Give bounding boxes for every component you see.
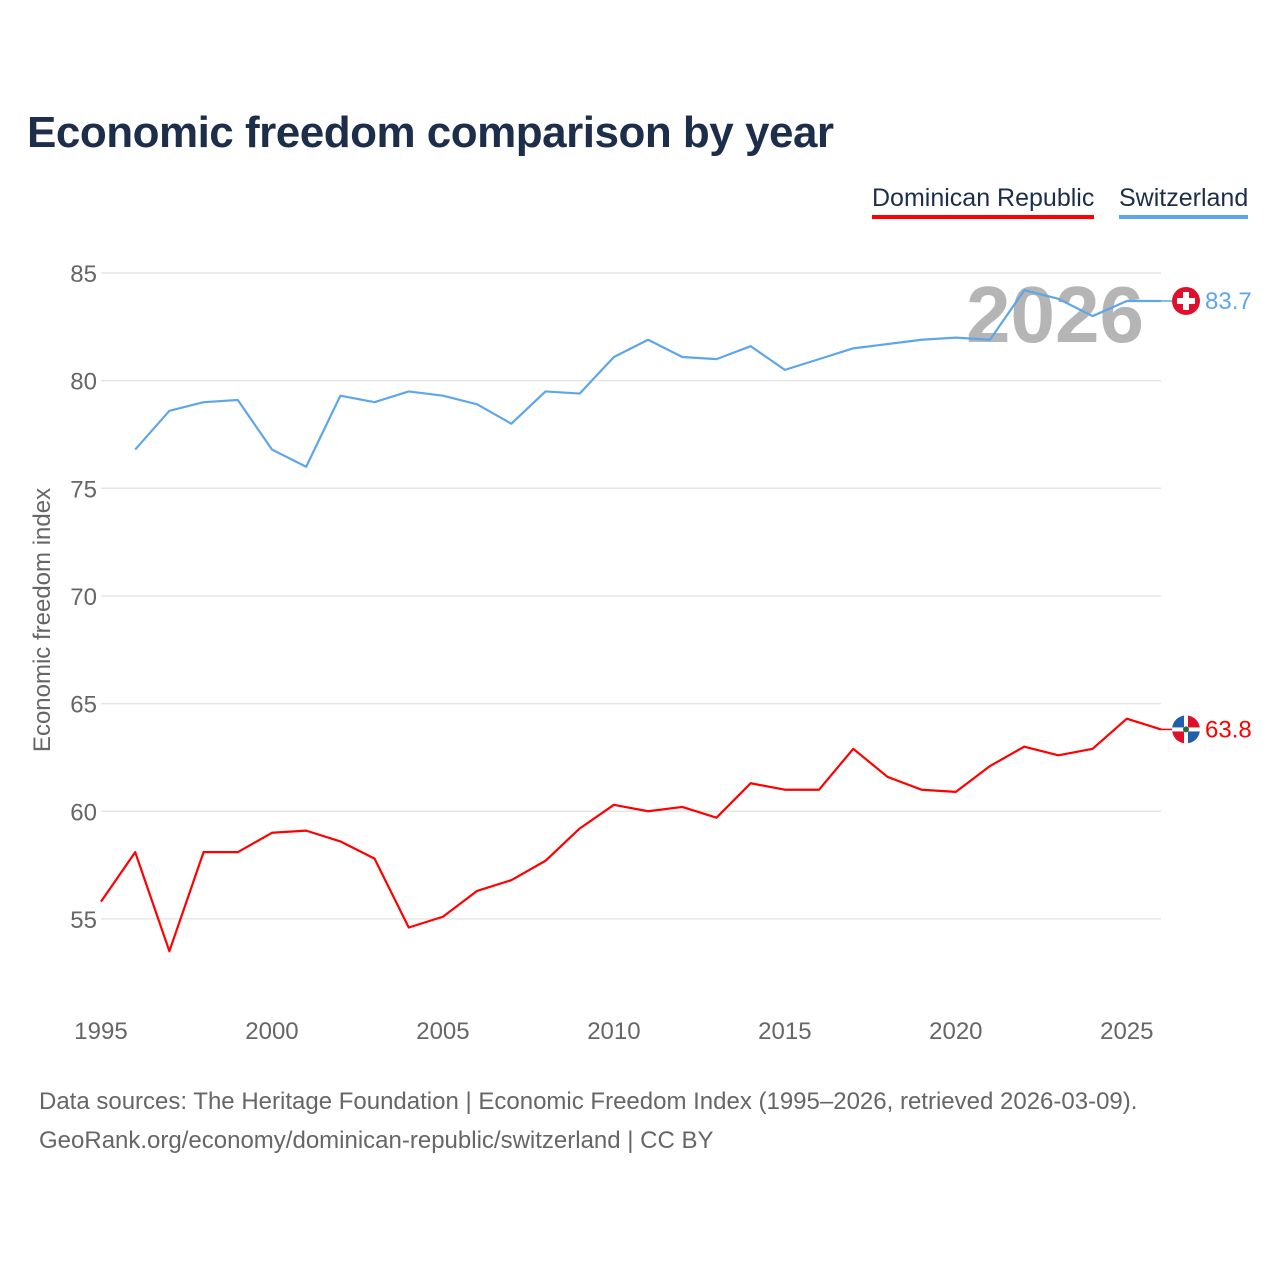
y-tick-label: 55 (70, 907, 97, 934)
flag-emblem (1183, 726, 1189, 733)
footer-link[interactable]: GeoRank.org/economy/dominican-republic/s… (39, 1127, 714, 1154)
x-tick-label: 2005 (416, 1018, 469, 1045)
end-value-label: 63.8 (1205, 716, 1252, 743)
x-tick-label: 2000 (245, 1018, 298, 1045)
legend-item-dominican-republic[interactable]: Dominican Republic (872, 184, 1095, 219)
end-value-label: 83.7 (1205, 288, 1252, 315)
y-tick-label: 65 (70, 692, 97, 719)
x-tick-label: 1995 (74, 1018, 127, 1045)
x-tick-label: 2025 (1100, 1018, 1153, 1045)
series-line-dominican-republic (100, 717, 1162, 953)
flag-quadrant (1186, 715, 1200, 730)
y-tick-label: 80 (70, 369, 97, 396)
x-tick-label: 2010 (587, 1018, 640, 1045)
y-axis-label: Economic freedom index (29, 488, 56, 752)
y-tick-label: 60 (70, 799, 97, 826)
flag-quadrant (1172, 715, 1186, 730)
switzerland-flag-icon (1172, 286, 1200, 315)
chart-title: Economic freedom comparison by year (27, 108, 834, 157)
x-tick-label: 2015 (758, 1018, 811, 1045)
y-tick-label: 85 (70, 261, 97, 288)
y-tick-label: 70 (70, 584, 97, 611)
flag-cross (1177, 297, 1195, 304)
watermark-year: 2026 (966, 270, 1144, 359)
footer-sources: Data sources: The Heritage Foundation | … (39, 1088, 1138, 1115)
flag-quadrant (1186, 729, 1200, 744)
flag-quadrant (1172, 729, 1186, 744)
legend-item-switzerland[interactable]: Switzerland (1119, 184, 1249, 219)
dominican-republic-flag-icon (1172, 715, 1200, 744)
series-line-switzerland (134, 289, 1161, 468)
x-tick-label: 2020 (929, 1018, 982, 1045)
y-tick-label: 75 (70, 476, 97, 503)
